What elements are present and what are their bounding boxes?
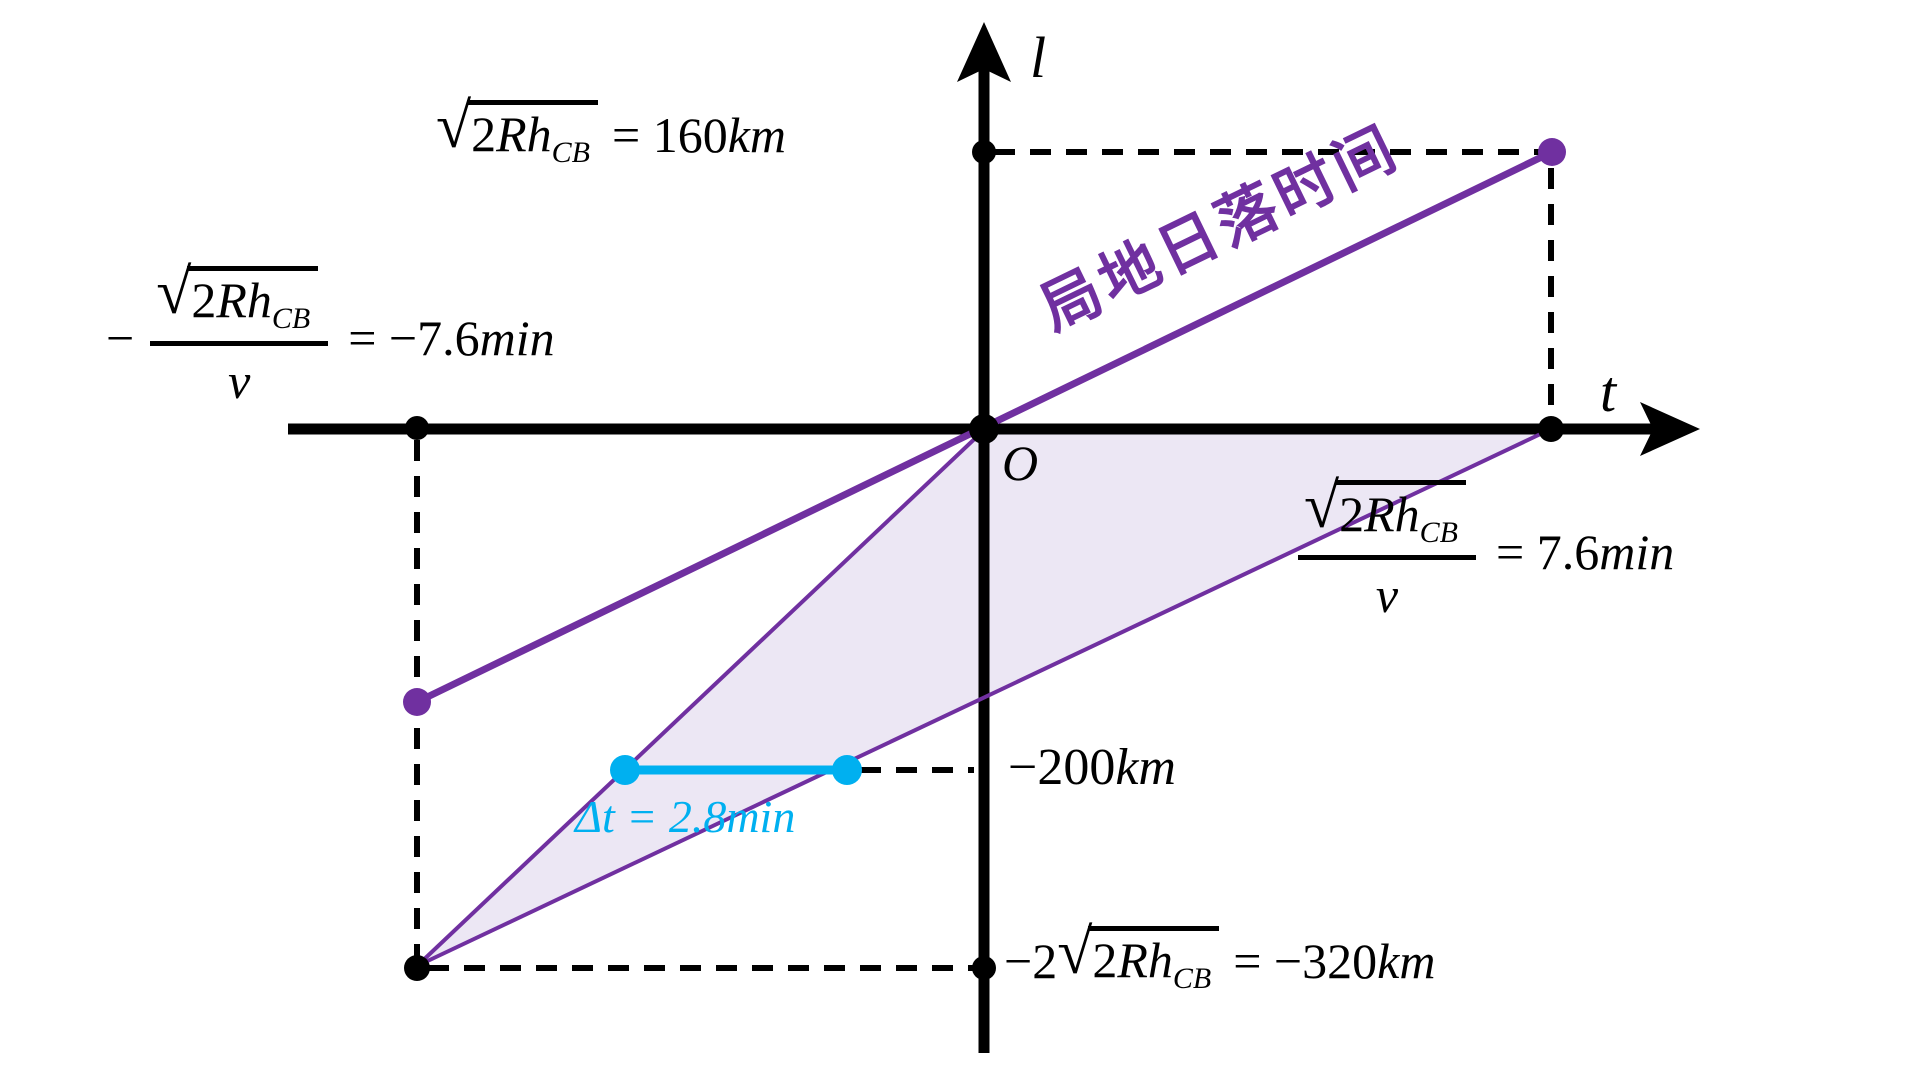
radicand-subscript: CB [271,302,311,335]
origin-label: O [1002,435,1039,491]
dot-sunset-line-top [1538,138,1566,166]
radicand-variables: Rh [496,106,552,162]
unit: km [1377,932,1436,989]
dot-delta-t-left [610,755,640,785]
origin-dot [969,414,999,444]
radical-sign: √ [156,256,192,327]
radical: √ 2RhCB [436,90,599,169]
unit: min [479,310,555,366]
formula-l-intercept-top: √ 2RhCB = 160 km [436,90,787,169]
radicand-variables: Rh [216,272,272,328]
radicand-number: 2 [191,272,217,328]
fraction: √ 2RhCB v [150,256,329,410]
radical: √ 2RhCB [156,256,319,335]
radical: √ 2RhCB [1304,470,1467,549]
radicand-number: 2 [1339,486,1365,542]
radicand: 2RhCB [187,266,319,335]
dot-sunset-line-bottom [403,688,431,716]
fraction-denominator: v [228,353,251,409]
radicand: 2RhCB [467,100,599,169]
fraction-denominator: v [1375,567,1399,623]
radical-sign: √ [1304,470,1340,541]
t-axis-arrowhead [1640,402,1700,456]
radicand-number: 2 [1092,932,1118,988]
formula-t-intercept-right: √ 2RhCB v = 7.6 min [1292,470,1675,624]
fraction-numerator: √ 2RhCB [150,256,329,346]
unit: km [1115,739,1176,796]
dot-l-160km [972,140,996,164]
equals-value: = −320 [1233,932,1378,989]
radicand-subscript: CB [551,136,591,169]
radicand-variables: Rh [1364,486,1420,542]
dot-corner-minus320km [404,955,430,981]
fraction: √ 2RhCB v [1298,470,1477,624]
l-axis-arrowhead [957,22,1011,82]
y-axis-label: l [1030,25,1047,90]
fraction-numerator: √ 2RhCB [1298,470,1477,560]
x-axis-label: t [1600,359,1617,424]
equals-value: = 7.6 [1496,524,1600,580]
radicand: 2RhCB [1335,480,1467,549]
radicand-subscript: CB [1172,962,1212,995]
equals-value: = 160 [612,106,728,163]
equals-value: = −7.6 [348,310,480,366]
unit: km [727,106,787,163]
formula-t-intercept-left: − √ 2RhCB v = −7.6 min [106,256,555,410]
value: −200 [1008,739,1116,796]
lower-bound-line-through-origin [415,428,986,968]
radical: √ 2RhCB [1057,916,1220,995]
radicand: 2RhCB [1088,926,1220,995]
dot-t-7p6min [1538,416,1564,442]
radical-sign: √ [1057,916,1093,987]
dot-delta-t-right [832,755,862,785]
radicand-number: 2 [471,106,497,162]
formula-l-minus320km: −2 √ 2RhCB = −320 km [1004,916,1436,995]
label-minus200km: −200 km [1008,738,1176,797]
dot-l-minus320km [972,956,996,980]
unit: min [1599,524,1675,580]
lower-bound-line-to-7p6min [416,428,1550,968]
minus-sign: − [106,310,135,366]
radicand-variables: Rh [1117,932,1173,988]
dot-t-minus7p6min [405,416,429,440]
delta-t-label: Δt = 2.8min [575,791,796,842]
radicand-subscript: CB [1419,516,1459,549]
prefix: −2 [1004,932,1058,989]
radical-sign: √ [436,90,472,161]
